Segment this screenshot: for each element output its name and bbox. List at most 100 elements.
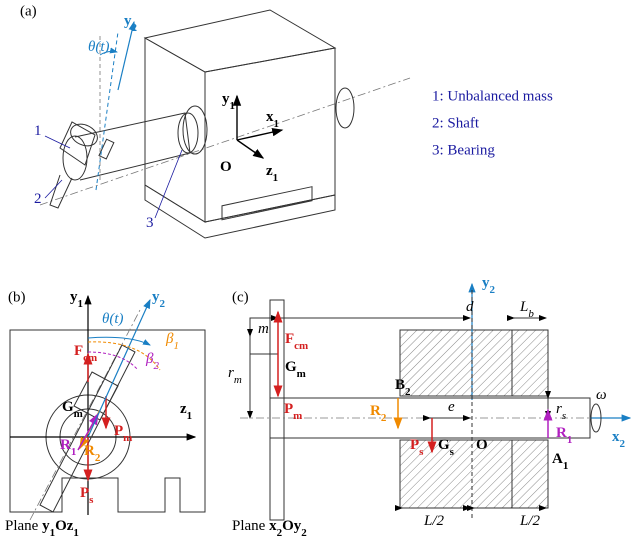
label: L/2 (519, 513, 541, 529)
label: Ps (80, 485, 94, 505)
subscript: s (562, 410, 566, 422)
label: β1 (165, 331, 179, 351)
symbol: O (55, 518, 67, 534)
label: d (466, 299, 474, 315)
symbol: R (556, 425, 567, 441)
label: B2 (395, 377, 411, 397)
subscript: 2 (95, 452, 101, 464)
symbol: B (395, 377, 405, 393)
label: e (448, 399, 455, 415)
subscript: 2 (301, 527, 307, 538)
subscript: 1 (173, 340, 179, 352)
subscript: m (74, 408, 83, 420)
symbol: O (476, 437, 488, 453)
symbol: y (152, 289, 160, 305)
label: L/2 (423, 513, 445, 529)
caption-prefix: Plane (5, 518, 42, 534)
label: 1 (34, 123, 42, 139)
symbol: y (482, 275, 490, 291)
symbol: r (556, 401, 562, 417)
symbol: θ(t) (88, 39, 110, 55)
label: Gm (285, 359, 306, 379)
subscript: 2 (277, 527, 283, 538)
label: y1 (70, 289, 83, 309)
subscript: 1 (78, 298, 84, 310)
symbol: y (294, 518, 302, 534)
label: z1 (266, 163, 278, 183)
symbol: x (269, 518, 277, 534)
subscript: m (234, 374, 242, 386)
subscript: 1 (274, 118, 280, 130)
label: z1 (180, 401, 192, 421)
label: y2 (482, 275, 496, 295)
panel-c-drawing (240, 282, 632, 521)
symbol: x (266, 109, 274, 125)
caption-prefix: Plane (232, 518, 269, 534)
subscript: 1 (563, 460, 569, 472)
caption: Plane y1Oz1 (5, 518, 79, 538)
label: Lb (519, 299, 534, 319)
symbol: F (285, 331, 294, 347)
symbol: O (282, 518, 294, 534)
symbol: z (180, 401, 187, 417)
symbol: y (42, 518, 50, 534)
label: 2 (34, 191, 42, 207)
label: Ps (410, 437, 424, 457)
symbol: z (67, 518, 74, 534)
subscript: 1 (230, 100, 236, 112)
panel-tag: (a) (20, 3, 37, 19)
label: y1 (222, 91, 235, 111)
label: m (258, 321, 269, 337)
symbol: G (62, 399, 74, 415)
symbol: R (84, 443, 95, 459)
subscript: 2 (620, 438, 626, 450)
symbol: x (612, 429, 620, 445)
symbol: e (448, 399, 455, 415)
label: O (220, 159, 232, 175)
label: R2 (84, 443, 101, 463)
label: Gs (438, 437, 455, 457)
label: x2 (612, 429, 626, 449)
label: ω (596, 387, 607, 403)
symbol: P (284, 401, 293, 417)
caption: Plane x2Oy2 (232, 518, 307, 538)
subscript: 2 (153, 360, 159, 372)
subscript: 1 (567, 434, 573, 446)
subscript: 1 (50, 527, 56, 538)
symbol: L (519, 299, 528, 315)
label: Fcm (74, 343, 97, 363)
label: rm (228, 365, 242, 385)
panel-b-drawing (9, 294, 206, 521)
symbol: y (70, 289, 78, 305)
label: y2 (152, 289, 166, 309)
label: x1 (266, 109, 279, 129)
label: Gm (62, 399, 83, 419)
label: O (476, 437, 488, 453)
symbol: P (410, 437, 419, 453)
symbol: L/2 (423, 513, 445, 529)
label: A1 (552, 451, 568, 471)
label: β2 (145, 351, 159, 371)
panel-tag: (b) (8, 289, 26, 305)
symbol: θ(t) (102, 311, 124, 327)
label: θ(t) (88, 39, 110, 55)
symbol: y (124, 13, 132, 29)
symbol: β (165, 331, 174, 347)
legend-entry: 3: Bearing (432, 142, 495, 158)
subscript: 1 (187, 410, 193, 422)
label: rs (556, 401, 566, 421)
symbol: L/2 (519, 513, 541, 529)
subscript: 2 (381, 412, 387, 424)
symbol: G (438, 437, 450, 453)
symbol: z (266, 163, 273, 179)
subscript: m (293, 410, 302, 422)
symbol: ω (596, 387, 607, 403)
label: Fcm (285, 331, 308, 351)
symbol: A (552, 451, 563, 467)
symbol: P (80, 485, 89, 501)
symbol: O (220, 159, 232, 175)
subscript: s (89, 494, 94, 506)
symbol: G (285, 359, 297, 375)
legend-entry: 2: Shaft (432, 115, 480, 131)
